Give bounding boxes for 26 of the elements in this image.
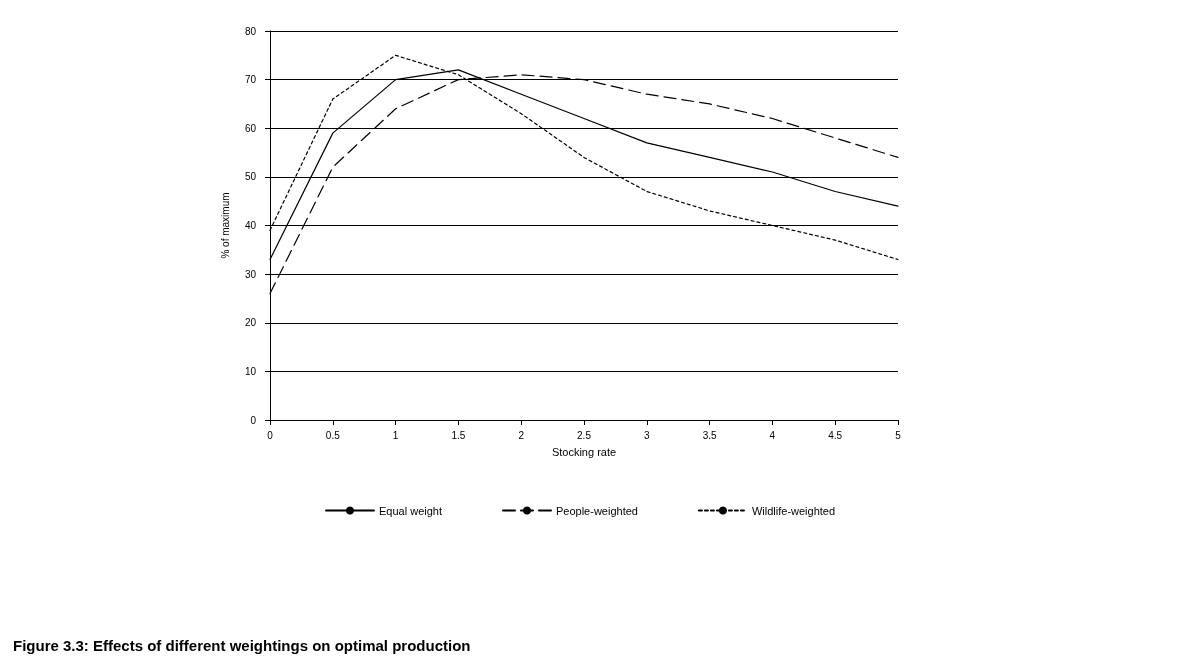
x-tick-label: 4 — [769, 429, 776, 441]
x-axis-title: Stocking rate — [551, 445, 617, 458]
y-tick-label: 50 — [244, 171, 257, 183]
x-tick-label: 5 — [895, 429, 902, 441]
x-tick-label: 0 — [267, 429, 274, 441]
legend-label: Equal weight — [379, 504, 442, 517]
x-tick-label: 1.5 — [451, 429, 466, 441]
y-tick-label: 10 — [244, 365, 257, 377]
x-tick-label: 3.5 — [702, 429, 717, 441]
y-tick-label: 80 — [244, 25, 257, 37]
y-tick-label: 20 — [244, 317, 257, 329]
y-tick-label: 60 — [244, 122, 257, 134]
y-tick-label: 40 — [244, 220, 257, 231]
x-tick-label: 2 — [518, 429, 525, 441]
x-tick-label: 0.5 — [325, 429, 341, 441]
y-tick-label: 0 — [250, 414, 257, 426]
x-tick-label: 2.5 — [577, 429, 592, 441]
legend-label: Wildlife-weighted — [751, 504, 836, 517]
x-tick-label: 1 — [392, 429, 399, 441]
y-tick-label: 70 — [244, 74, 257, 86]
legend-label: People-weighted — [555, 504, 638, 517]
text: Figure 3.3: Effects of different weightings on optimal production — [13, 637, 471, 654]
x-tick-label: 4.5 — [828, 429, 843, 441]
y-axis-title: % of maximum — [219, 192, 231, 259]
x-tick-label: 3 — [644, 429, 651, 441]
y-tick-label: 30 — [244, 268, 257, 280]
